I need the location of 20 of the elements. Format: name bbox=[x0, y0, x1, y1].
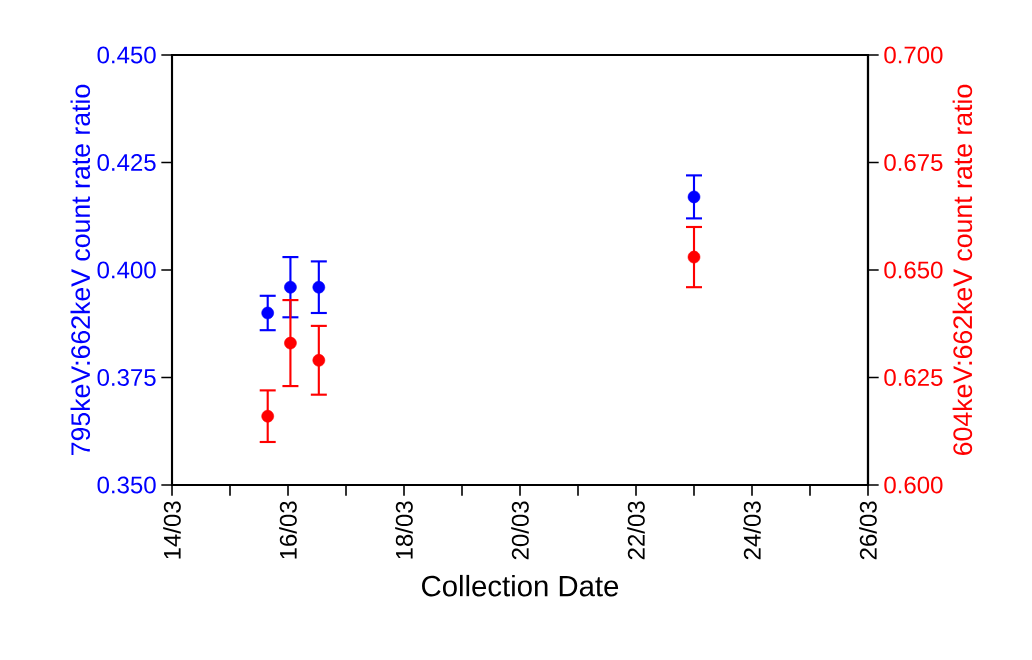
y-tick-label: 0.350 bbox=[97, 476, 156, 494]
y2-axis-title: 604keV:662keV count rate ratio bbox=[952, 84, 973, 455]
x-tick-label: 20/03 bbox=[511, 501, 529, 560]
y-axis-title: 795keV:662keV count rate ratio bbox=[70, 84, 91, 455]
x-tick-label: 16/03 bbox=[279, 501, 297, 559]
y-tick-label: 0.425 bbox=[97, 153, 156, 171]
y2-tick-label: 0.700 bbox=[884, 46, 943, 64]
y2-tick-label: 0.675 bbox=[884, 153, 943, 171]
x-tick-label: 14/03 bbox=[163, 501, 181, 559]
y-tick-label: 0.400 bbox=[97, 261, 156, 279]
x-tick-label: 24/03 bbox=[743, 501, 761, 560]
y2-tick-label: 0.650 bbox=[884, 261, 943, 279]
y-tick-label: 0.375 bbox=[97, 368, 156, 386]
x-tick-label: 18/03 bbox=[395, 501, 413, 559]
x-axis-title: Collection Date bbox=[422, 574, 619, 597]
x-tick-label: 26/03 bbox=[859, 501, 877, 560]
x-tick-label: 22/03 bbox=[627, 501, 645, 560]
y2-tick-label: 0.625 bbox=[884, 368, 943, 386]
y-tick-label: 0.450 bbox=[97, 46, 156, 64]
y2-tick-label: 0.600 bbox=[884, 476, 943, 494]
